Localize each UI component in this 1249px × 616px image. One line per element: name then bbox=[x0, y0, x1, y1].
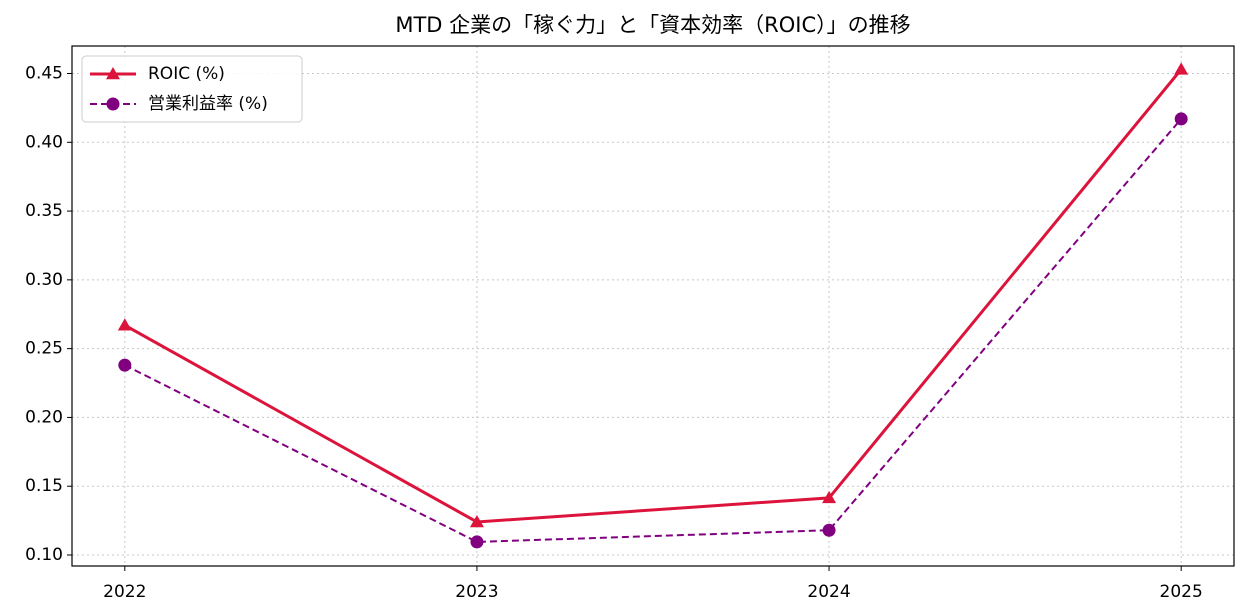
legend-marker bbox=[106, 97, 120, 111]
x-tick-label: 2023 bbox=[455, 582, 498, 602]
legend-marker bbox=[106, 67, 120, 80]
legend-label: 営業利益率 (%) bbox=[148, 94, 268, 114]
y-tick-label: 0.40 bbox=[25, 132, 63, 152]
data-point bbox=[822, 490, 837, 504]
legend: ROIC (%) 営業利益率 (%) bbox=[81, 55, 303, 123]
y-tick-label: 0.10 bbox=[25, 545, 63, 565]
data-point bbox=[1174, 62, 1189, 75]
legend-label: ROIC (%) bbox=[148, 64, 225, 84]
series-line bbox=[124, 118, 1182, 543]
y-tick-label: 0.20 bbox=[25, 407, 63, 427]
data-point bbox=[469, 514, 484, 528]
legend-box bbox=[81, 55, 303, 123]
x-tick-label: 2025 bbox=[1160, 582, 1203, 602]
plot-frame bbox=[71, 45, 1235, 567]
y-tick-label: 0.35 bbox=[25, 201, 63, 221]
y-tick-label: 0.45 bbox=[25, 64, 63, 84]
y-tick-label: 0.30 bbox=[25, 270, 63, 290]
data-point bbox=[470, 535, 484, 549]
chart-title: MTD 企業の「稼ぐ力」と「資本効率（ROIC）」の推移 bbox=[395, 13, 910, 37]
data-point bbox=[822, 523, 836, 537]
y-tick-label: 0.25 bbox=[25, 339, 63, 359]
series-line bbox=[124, 68, 1183, 524]
data-point bbox=[118, 358, 132, 372]
data-point bbox=[117, 318, 132, 331]
x-tick-label: 2022 bbox=[103, 582, 146, 602]
x-tick-label: 2024 bbox=[807, 582, 850, 602]
y-tick-label: 0.15 bbox=[25, 476, 63, 496]
data-point bbox=[1174, 112, 1188, 126]
